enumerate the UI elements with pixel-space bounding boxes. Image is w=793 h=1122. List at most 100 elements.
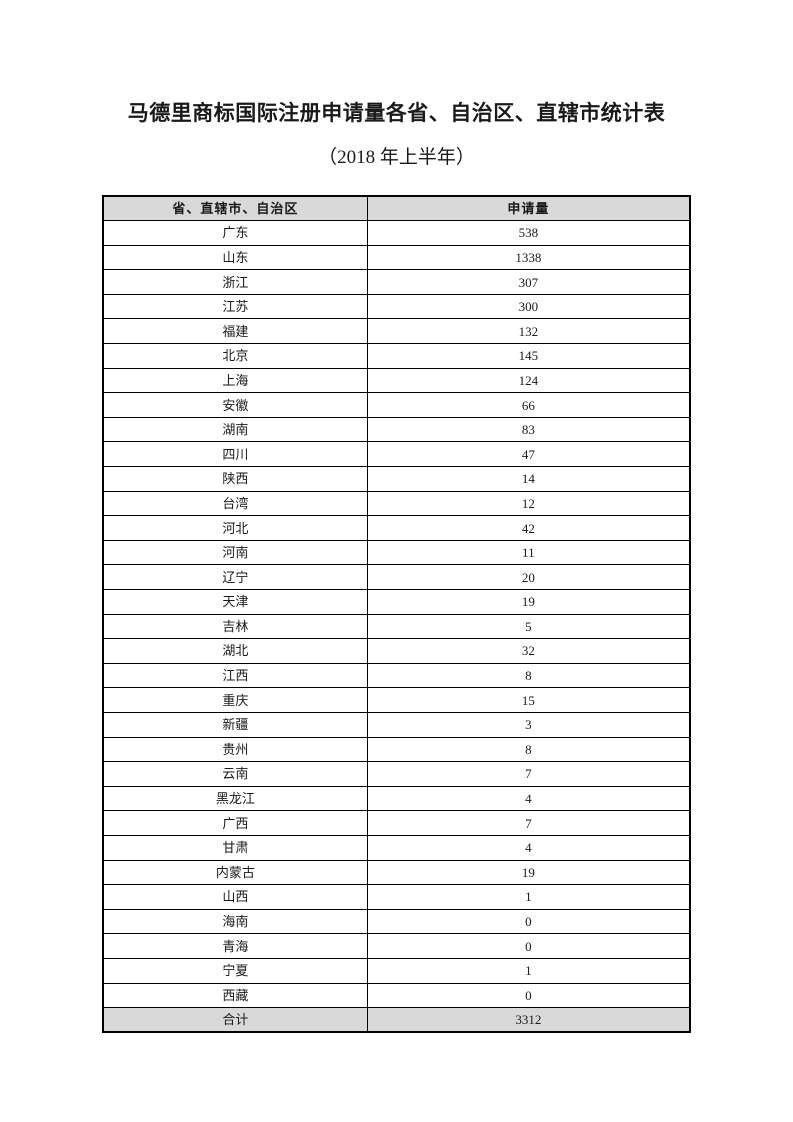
table-row: 黑龙江 4 <box>102 785 691 812</box>
applications-cell: 19 <box>366 589 691 615</box>
region-cell: 河北 <box>102 515 368 541</box>
table-row: 重庆 15 <box>102 687 691 713</box>
region-cell: 西藏 <box>102 982 368 1009</box>
region-cell: 广西 <box>102 810 368 836</box>
table-row: 湖南 83 <box>102 416 691 443</box>
table-row: 辽宁 20 <box>102 564 691 590</box>
applications-cell: 14 <box>366 466 691 492</box>
table-row: 福建 132 <box>102 318 691 345</box>
table-row: 台湾 12 <box>102 490 691 517</box>
region-cell: 河南 <box>102 539 368 566</box>
region-cell: 天津 <box>102 589 368 615</box>
region-cell: 山西 <box>102 884 368 910</box>
region-cell: 四川 <box>102 441 368 468</box>
applications-cell: 1338 <box>366 244 691 271</box>
region-cell: 青海 <box>102 933 368 959</box>
statistics-table: 省、直辖市、自治区 申请量 广东 538 山东 1338 浙江 307 江苏 300 福建 132… <box>102 195 691 1034</box>
applications-cell: 145 <box>366 343 691 369</box>
applications-cell: 83 <box>366 416 691 443</box>
applications-cell: 0 <box>366 933 691 959</box>
table-row: 天津 19 <box>102 589 691 615</box>
table-row: 宁夏 1 <box>102 957 691 984</box>
applications-cell: 0 <box>366 982 691 1009</box>
applications-cell: 1 <box>366 884 691 910</box>
region-cell: 新疆 <box>102 711 368 738</box>
applications-cell: 15 <box>366 687 691 713</box>
total-label-cell: 合计 <box>102 1007 368 1033</box>
table-row: 河北 42 <box>102 515 691 541</box>
table-row: 江西 8 <box>102 662 691 689</box>
applications-cell: 124 <box>366 367 691 394</box>
region-cell: 海南 <box>102 908 368 935</box>
region-cell: 甘肃 <box>102 834 368 861</box>
applications-cell: 538 <box>366 220 691 246</box>
region-cell: 台湾 <box>102 490 368 517</box>
region-cell: 宁夏 <box>102 957 368 984</box>
table-header-row: 省、直辖市、自治区 申请量 <box>102 195 691 222</box>
table-row: 安徽 66 <box>102 392 691 418</box>
region-cell: 湖南 <box>102 416 368 443</box>
region-cell: 江西 <box>102 662 368 689</box>
table-row: 吉林 5 <box>102 613 691 640</box>
region-cell: 上海 <box>102 367 368 394</box>
applications-cell: 1 <box>366 957 691 984</box>
region-cell: 吉林 <box>102 613 368 640</box>
table-row: 山西 1 <box>102 884 691 910</box>
table-row: 甘肃 4 <box>102 834 691 861</box>
total-value-cell: 3312 <box>366 1007 691 1033</box>
region-cell: 广东 <box>102 220 368 246</box>
region-cell: 北京 <box>102 343 368 369</box>
applications-cell: 300 <box>366 293 691 320</box>
document-title: 马德里商标国际注册申请量各省、自治区、直辖市统计表 <box>127 101 666 125</box>
region-cell: 安徽 <box>102 392 368 418</box>
table-row: 上海 124 <box>102 367 691 394</box>
region-cell: 江苏 <box>102 293 368 320</box>
table-row: 湖北 32 <box>102 638 691 664</box>
applications-cell: 7 <box>366 761 691 787</box>
applications-cell: 19 <box>366 859 691 886</box>
applications-cell: 11 <box>366 539 691 566</box>
region-cell: 贵州 <box>102 736 368 763</box>
region-cell: 浙江 <box>102 269 368 295</box>
applications-cell: 307 <box>366 269 691 295</box>
region-cell: 重庆 <box>102 687 368 713</box>
applications-cell: 8 <box>366 736 691 763</box>
table-row: 广东 538 <box>102 220 691 246</box>
region-cell: 云南 <box>102 761 368 787</box>
table-total-row: 合计 3312 <box>102 1007 691 1033</box>
column-header-applications: 申请量 <box>366 195 691 222</box>
table-row: 四川 47 <box>102 441 691 468</box>
applications-cell: 5 <box>366 613 691 640</box>
table-row: 河南 11 <box>102 539 691 566</box>
applications-cell: 8 <box>366 662 691 689</box>
column-header-region: 省、直辖市、自治区 <box>102 195 368 222</box>
applications-cell: 3 <box>366 711 691 738</box>
table-row: 浙江 307 <box>102 269 691 295</box>
table-row: 云南 7 <box>102 761 691 787</box>
applications-cell: 4 <box>366 834 691 861</box>
region-cell: 陕西 <box>102 466 368 492</box>
applications-cell: 32 <box>366 638 691 664</box>
applications-cell: 20 <box>366 564 691 590</box>
table-row: 北京 145 <box>102 343 691 369</box>
region-cell: 辽宁 <box>102 564 368 590</box>
applications-cell: 47 <box>366 441 691 468</box>
applications-cell: 4 <box>366 785 691 812</box>
table-row: 广西 7 <box>102 810 691 836</box>
table-row: 新疆 3 <box>102 711 691 738</box>
applications-cell: 7 <box>366 810 691 836</box>
applications-cell: 132 <box>366 318 691 345</box>
region-cell: 内蒙古 <box>102 859 368 886</box>
table-row: 贵州 8 <box>102 736 691 763</box>
applications-cell: 0 <box>366 908 691 935</box>
table-row: 陕西 14 <box>102 466 691 492</box>
table-row: 江苏 300 <box>102 293 691 320</box>
region-cell: 山东 <box>102 244 368 271</box>
applications-cell: 42 <box>366 515 691 541</box>
table-row: 青海 0 <box>102 933 691 959</box>
applications-cell: 66 <box>366 392 691 418</box>
table-row: 内蒙古 19 <box>102 859 691 886</box>
region-cell: 黑龙江 <box>102 785 368 812</box>
document-subtitle: （2018 年上半年） <box>318 147 475 168</box>
